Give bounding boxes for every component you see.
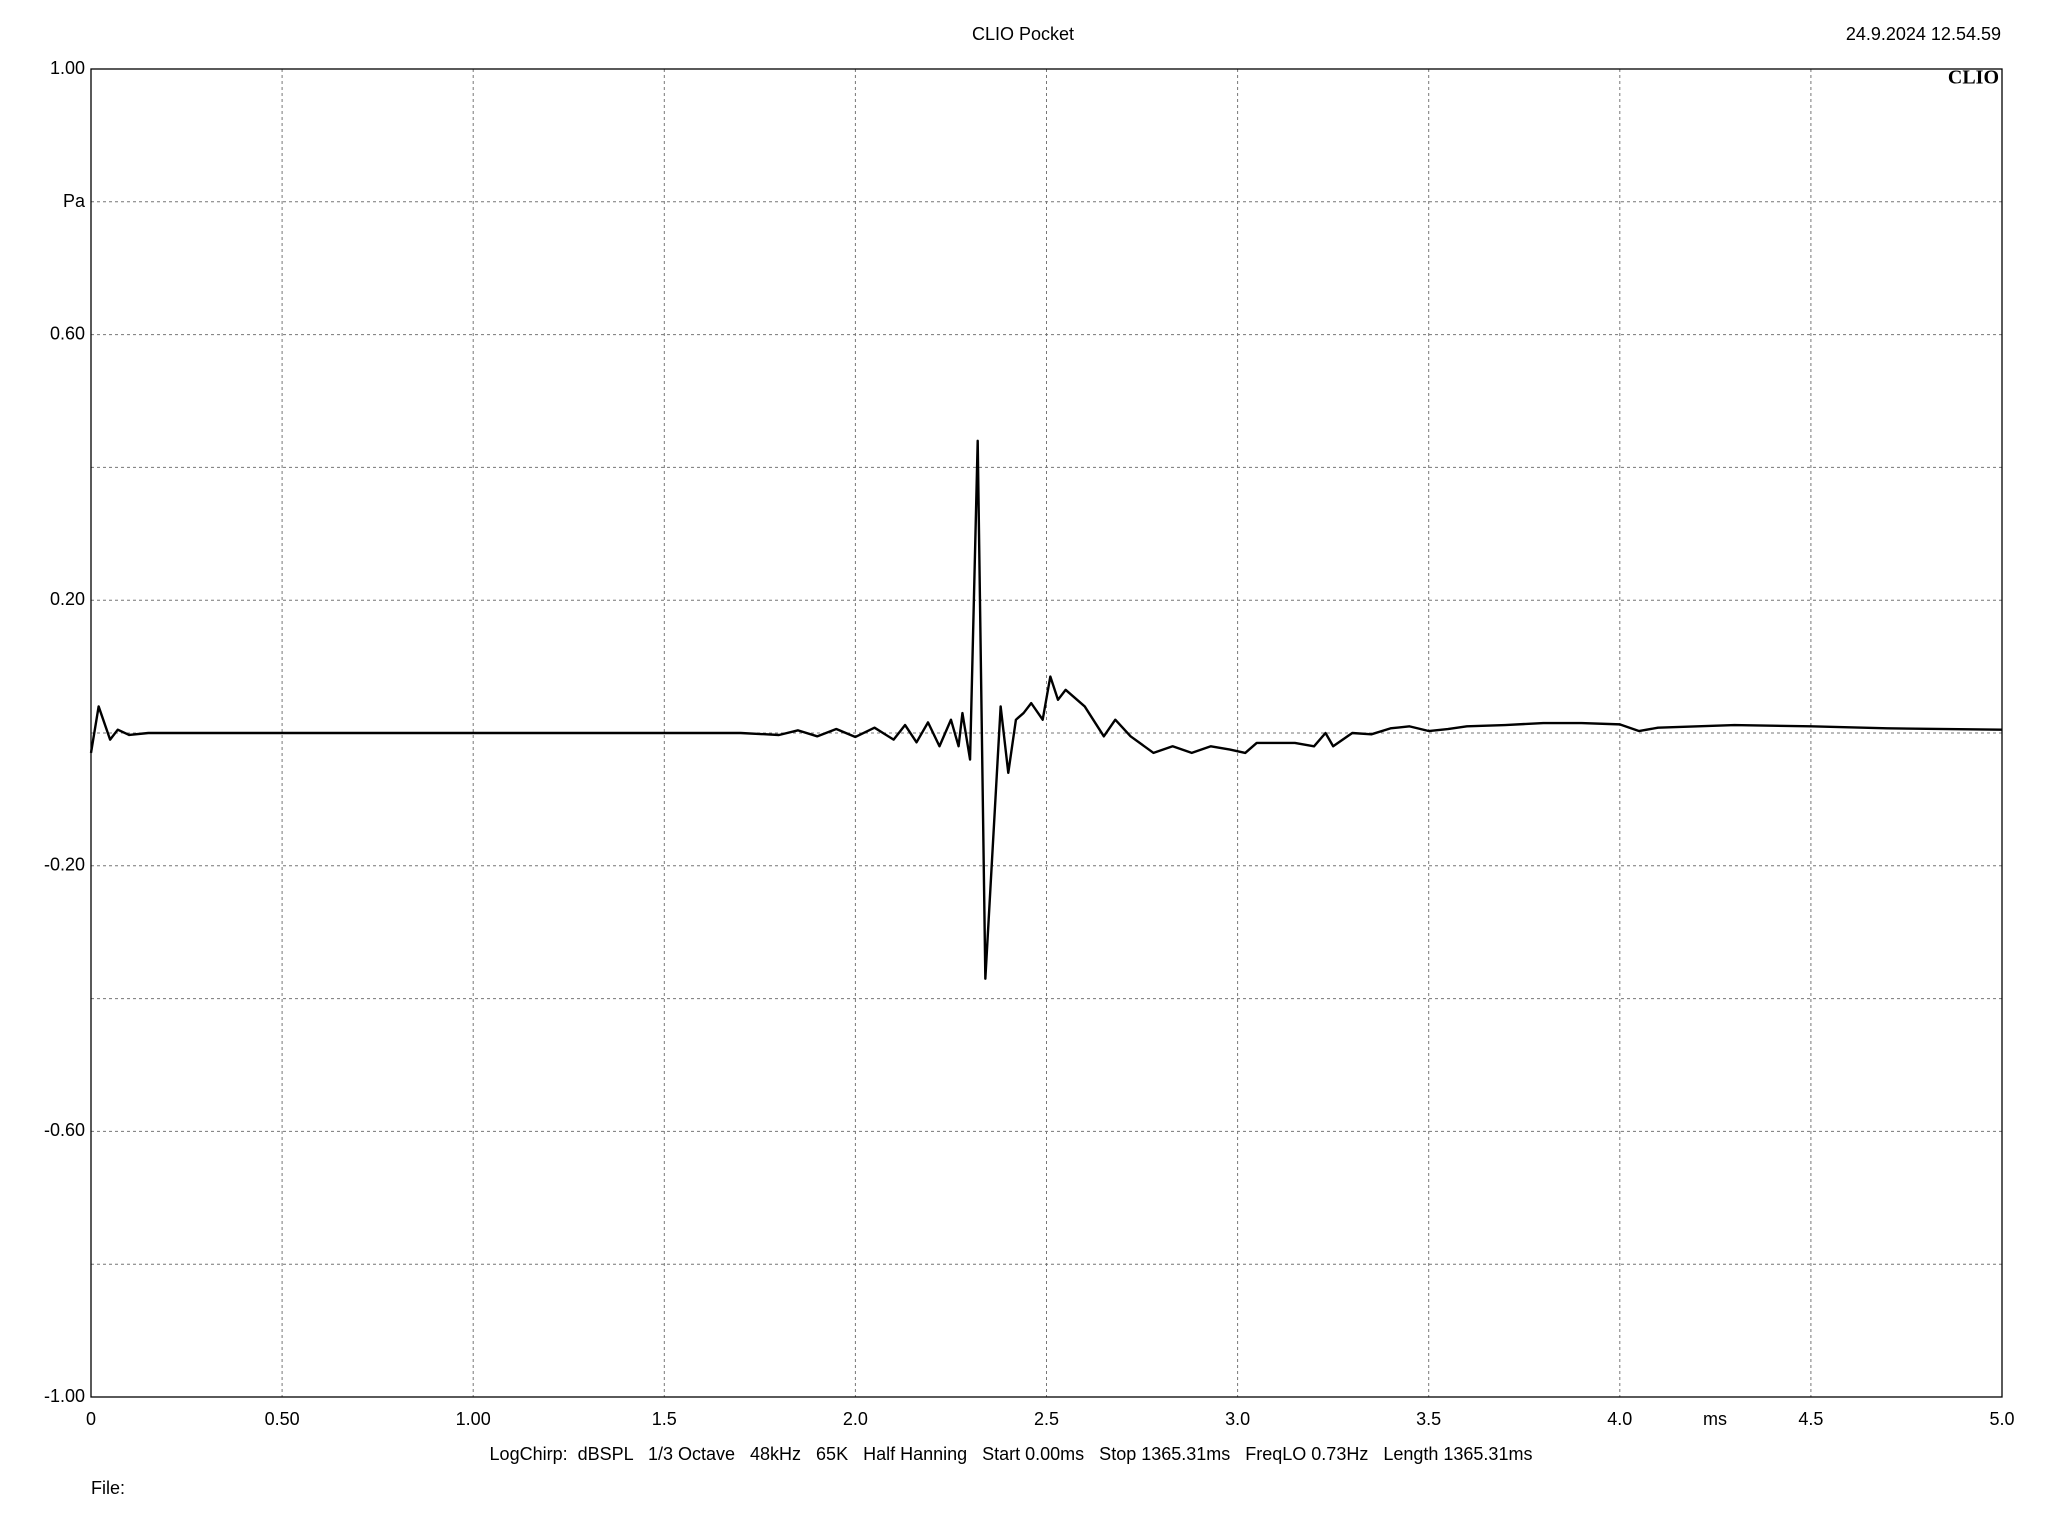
y-tick-label: -0.60 xyxy=(44,1120,85,1140)
x-axis-label: ms xyxy=(1703,1409,1727,1429)
y-axis-label: Pa xyxy=(63,191,86,211)
x-tick-label: 3.5 xyxy=(1416,1409,1441,1429)
x-tick-label: 4.0 xyxy=(1607,1409,1632,1429)
x-tick-label: 2.0 xyxy=(843,1409,868,1429)
timestamp: 24.9.2024 12.54.59 xyxy=(1846,24,2001,44)
x-tick-label: 2.5 xyxy=(1034,1409,1059,1429)
x-tick-label: 0 xyxy=(86,1409,96,1429)
footer: LogChirp: dBSPL 1/3 Octave 48kHz 65K Hal… xyxy=(490,1444,1533,1464)
y-tick-label: 1.00 xyxy=(50,58,85,78)
y-tick-label: -1.00 xyxy=(44,1386,85,1406)
x-tick-label: 0.50 xyxy=(265,1409,300,1429)
logo: CLIO xyxy=(1948,67,1999,89)
x-tick-label: 1.00 xyxy=(456,1409,491,1429)
x-tick-label: 4.5 xyxy=(1798,1409,1823,1429)
file-label: File: xyxy=(91,1478,125,1498)
y-tick-label: -0.20 xyxy=(44,855,85,875)
x-tick-label: 1.5 xyxy=(652,1409,677,1429)
x-tick-label: 3.0 xyxy=(1225,1409,1250,1429)
y-tick-label: 0.20 xyxy=(50,589,85,609)
y-tick-label: 0.60 xyxy=(50,323,85,343)
plot-frame xyxy=(90,68,2003,1398)
chart-title: CLIO Pocket xyxy=(972,24,1074,44)
data-line xyxy=(89,439,2003,980)
x-tick-label: 5.0 xyxy=(1989,1409,2014,1429)
